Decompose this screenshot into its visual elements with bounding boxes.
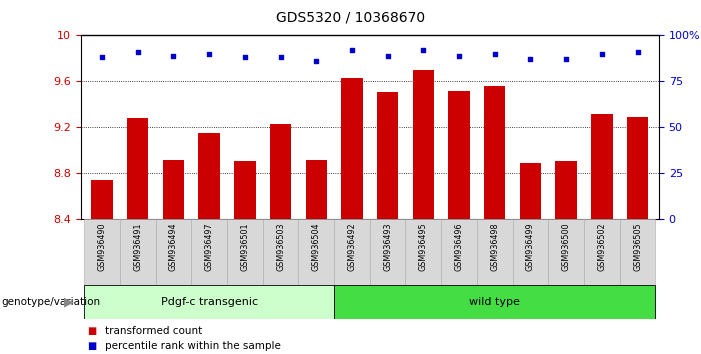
Bar	[334, 285, 655, 319]
Point	[418, 47, 429, 53]
Bar	[441, 219, 477, 285]
Point	[597, 51, 608, 57]
Bar	[263, 219, 299, 285]
Bar	[156, 219, 191, 285]
Point	[203, 51, 215, 57]
Bar	[449, 91, 470, 219]
Point	[525, 57, 536, 62]
Bar	[413, 70, 434, 219]
Bar	[484, 86, 505, 219]
Bar	[198, 133, 220, 219]
Point	[346, 47, 358, 53]
Text: GSM936493: GSM936493	[383, 223, 392, 271]
Point	[275, 55, 286, 60]
Bar	[120, 219, 156, 285]
Text: Pdgf-c transgenic: Pdgf-c transgenic	[161, 297, 258, 307]
Bar	[270, 124, 291, 219]
Text: GSM936496: GSM936496	[454, 223, 463, 271]
Text: ■: ■	[88, 341, 97, 351]
Bar	[299, 219, 334, 285]
Bar	[163, 160, 184, 219]
Text: GSM936500: GSM936500	[562, 223, 571, 271]
Text: genotype/variation: genotype/variation	[1, 297, 100, 307]
Bar	[620, 219, 655, 285]
Bar	[405, 219, 441, 285]
Text: transformed count: transformed count	[105, 326, 203, 336]
Text: percentile rank within the sample: percentile rank within the sample	[105, 341, 281, 351]
Text: GSM936499: GSM936499	[526, 223, 535, 272]
Point	[382, 53, 393, 58]
Bar	[306, 160, 327, 219]
Text: GDS5320 / 10368670: GDS5320 / 10368670	[276, 11, 425, 25]
Point	[97, 55, 108, 60]
Point	[454, 53, 465, 58]
Text: GSM936505: GSM936505	[633, 223, 642, 272]
Point	[311, 58, 322, 64]
Text: GSM936494: GSM936494	[169, 223, 178, 271]
Bar	[512, 219, 548, 285]
Bar	[555, 161, 577, 219]
Bar	[341, 78, 362, 219]
Bar	[377, 92, 398, 219]
Text: ■: ■	[88, 326, 97, 336]
Bar	[84, 285, 334, 319]
Text: GSM936495: GSM936495	[418, 223, 428, 272]
Text: GSM936498: GSM936498	[490, 223, 499, 271]
Bar	[627, 117, 648, 219]
Bar	[191, 219, 227, 285]
Point	[168, 53, 179, 58]
Bar	[334, 219, 370, 285]
Text: GSM936504: GSM936504	[312, 223, 321, 271]
Text: wild type: wild type	[469, 297, 520, 307]
Text: GSM936502: GSM936502	[597, 223, 606, 272]
Text: GSM936503: GSM936503	[276, 223, 285, 271]
Bar	[548, 219, 584, 285]
Bar	[84, 219, 120, 285]
Text: GSM936497: GSM936497	[205, 223, 214, 272]
Bar	[234, 161, 256, 219]
Point	[132, 49, 143, 55]
Text: GSM936501: GSM936501	[240, 223, 250, 271]
Bar	[127, 118, 149, 219]
Bar	[227, 219, 263, 285]
Text: ▶: ▶	[64, 295, 74, 308]
Point	[239, 55, 250, 60]
Bar	[91, 180, 113, 219]
Bar	[591, 114, 613, 219]
Bar	[584, 219, 620, 285]
Bar	[477, 219, 512, 285]
Point	[632, 49, 643, 55]
Text: GSM936492: GSM936492	[348, 223, 356, 272]
Point	[489, 51, 501, 57]
Text: GSM936490: GSM936490	[97, 223, 107, 271]
Text: GSM936491: GSM936491	[133, 223, 142, 271]
Bar	[519, 163, 541, 219]
Bar	[370, 219, 405, 285]
Point	[561, 57, 572, 62]
